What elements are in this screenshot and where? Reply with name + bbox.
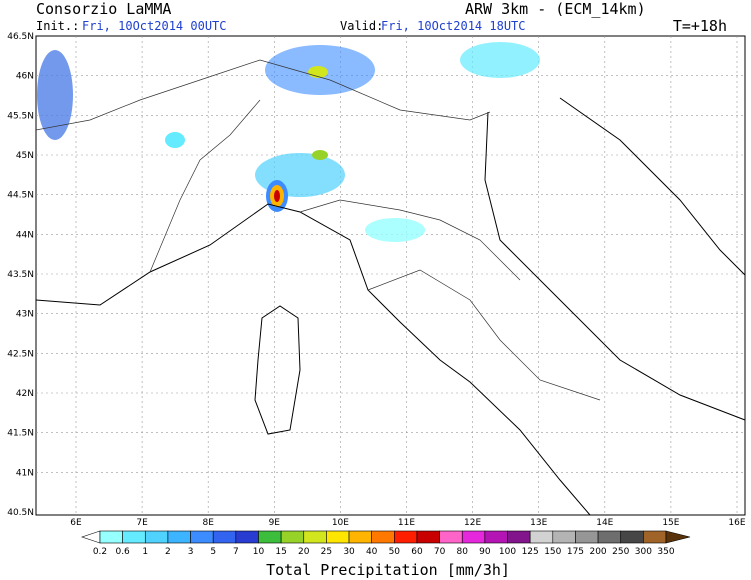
lat-label: 41.5N (7, 429, 34, 439)
colorbar-box (348, 530, 372, 544)
lat-label: 43N (16, 310, 34, 320)
colorbar-label: 3 (188, 547, 194, 557)
colorbar-box (280, 530, 305, 544)
lat-label: 46N (16, 72, 34, 82)
colorbar-label: 125 (522, 547, 539, 557)
lat-label: 45N (16, 151, 34, 161)
colorbar-label: 20 (298, 547, 310, 557)
colorbar-label: 15 (275, 547, 286, 557)
lon-label: 14E (596, 518, 613, 528)
colorbar-box (258, 530, 282, 544)
lon-label: 16E (728, 518, 745, 528)
map (35, 35, 746, 516)
colorbar-box (122, 530, 146, 544)
colorbar-box (507, 530, 531, 544)
title-left: Consorzio LaMMA (36, 0, 171, 18)
colorbar-box (643, 530, 667, 544)
colorbar-end (81, 530, 101, 544)
colorbar-label: 10 (253, 547, 265, 557)
colorbar-label: 0.6 (115, 547, 130, 557)
lat-label: 41N (16, 468, 34, 478)
lon-label: 6E (70, 518, 82, 528)
lon-label: 12E (464, 518, 481, 528)
colorbar-label: 0.2 (93, 547, 107, 557)
lon-label: 8E (202, 518, 214, 528)
colorbar-label: 5 (210, 547, 216, 557)
lon-label: 7E (136, 518, 148, 528)
colorbar-box (235, 530, 259, 544)
title-right: ARW 3km - (ECM_14km) (465, 0, 646, 18)
lead-time: T=+18h (673, 17, 727, 35)
colorbar-label: 60 (411, 547, 423, 557)
colorbar-box (439, 530, 463, 544)
colorbar-label: 150 (544, 547, 561, 557)
lat-label: 44N (16, 230, 34, 240)
colorbar-label: 70 (434, 547, 446, 557)
valid-label: Valid: (340, 19, 383, 33)
colorbar-box (212, 530, 237, 544)
lat-label: 42.5N (7, 349, 34, 359)
colorbar-box (190, 530, 214, 544)
colorbar-box (167, 530, 191, 544)
init-label: Init.: (36, 19, 79, 33)
colorbar-label: 40 (366, 547, 378, 557)
colorbar-box (552, 530, 576, 544)
lat-label: 43.5N (7, 270, 34, 280)
colorbar-label: 200 (589, 547, 606, 557)
colorbar-box (529, 530, 554, 544)
colorbar-label: 175 (567, 547, 584, 557)
colorbar-label: 250 (612, 547, 629, 557)
colorbar-box (461, 530, 486, 544)
colorbar-box (597, 530, 622, 544)
colorbar-label: 300 (635, 547, 652, 557)
colorbar-label: 80 (457, 547, 469, 557)
lon-label: 15E (662, 518, 679, 528)
colorbar-box (394, 530, 418, 544)
lon-label: 10E (332, 518, 349, 528)
init-value: Fri, 10Oct2014 00UTC (82, 19, 227, 33)
lat-label: 44.5N (7, 191, 34, 201)
lat-label: 42N (16, 389, 34, 399)
colorbar-label: 1 (142, 547, 148, 557)
colorbar-box (484, 530, 508, 544)
colorbar-title: Total Precipitation [mm/3h] (266, 561, 510, 579)
lon-label: 13E (530, 518, 547, 528)
colorbar-box (99, 530, 123, 544)
lon-label: 11E (398, 518, 415, 528)
colorbar-label: 7 (233, 547, 239, 557)
colorbar-box (371, 530, 395, 544)
colorbar-box (620, 530, 644, 544)
colorbar-end (665, 530, 691, 544)
lat-label: 40.5N (7, 508, 34, 518)
colorbar-box (326, 530, 350, 544)
colorbar-box (303, 530, 327, 544)
lat-label: 45.5N (7, 111, 34, 121)
colorbar-box (575, 530, 599, 544)
colorbar-label: 350 (657, 547, 674, 557)
colorbar-box (144, 530, 169, 544)
colorbar-label: 90 (479, 547, 491, 557)
colorbar-label: 30 (343, 547, 355, 557)
valid-value: Fri, 10Oct2014 18UTC (381, 19, 526, 33)
colorbar-label: 100 (499, 547, 516, 557)
lon-label: 9E (269, 518, 281, 528)
colorbar: 0.2 0.6 1 2 3 5 7 10 15 20 25 30 40 50 60 70 80 90 100 125 1… (81, 530, 691, 557)
lat-label: 46.5N (7, 32, 34, 42)
colorbar-label: 2 (165, 547, 171, 557)
colorbar-box (416, 530, 440, 544)
colorbar-label: 50 (389, 547, 401, 557)
colorbar-label: 25 (321, 547, 332, 557)
